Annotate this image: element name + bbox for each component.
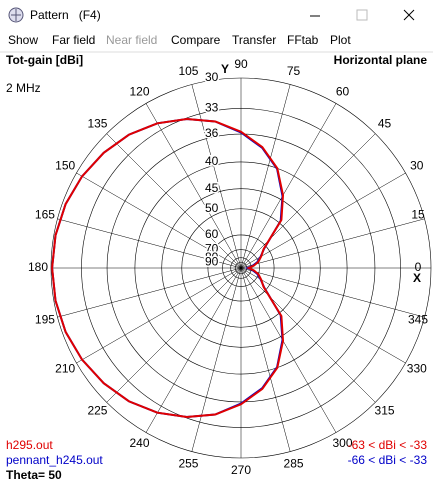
x-axis-label: X [413, 271, 421, 285]
angle-label: 225 [87, 404, 107, 418]
chart-title: Tot-gain [dBi] [6, 53, 83, 67]
ring-label: 90 [205, 254, 219, 268]
ring [181, 208, 301, 328]
angle-label: 135 [87, 117, 107, 131]
ring [50, 77, 432, 459]
ring [207, 234, 275, 302]
title-bar: Pattern (F4) [8, 7, 415, 23]
spoke [240, 267, 291, 452]
spoke [145, 267, 242, 433]
ring [106, 133, 376, 403]
legend-range: -66 < dBi < -33 [348, 453, 428, 467]
spoke [106, 133, 242, 269]
spoke [240, 267, 376, 403]
spoke [57, 218, 242, 269]
ring-label: 40 [205, 154, 219, 168]
spoke [191, 267, 242, 452]
ring [81, 108, 401, 428]
ring [161, 188, 321, 348]
ring-label: 33 [205, 101, 219, 115]
spoke [191, 84, 242, 269]
angle-label: 0 [415, 260, 422, 274]
chart-subtitle: Horizontal plane [334, 53, 428, 67]
legend-entry: pennant_h245.out [6, 453, 103, 467]
spoke [145, 103, 242, 269]
menu-item[interactable]: Transfer [232, 33, 276, 47]
angle-label: 150 [55, 159, 75, 173]
theta-label: Theta= 50 [6, 468, 62, 482]
window-title: Pattern (F4) [30, 8, 101, 22]
angle-label: 30 [410, 159, 424, 173]
ring-label: 30 [205, 70, 219, 84]
ring [222, 249, 260, 287]
menu-item[interactable]: Far field [52, 33, 95, 47]
spoke [240, 267, 406, 364]
ring-label: 36 [205, 126, 219, 140]
menu-item[interactable]: Show [8, 33, 38, 47]
y-axis-label: Y [221, 62, 229, 76]
spoke [240, 267, 425, 318]
angle-label: 180 [28, 260, 48, 274]
ring-label: 45 [205, 181, 219, 195]
angle-label: 75 [287, 64, 301, 78]
maximize-button[interactable] [356, 9, 368, 21]
spoke [106, 267, 242, 403]
spoke [240, 133, 376, 269]
spoke [76, 172, 242, 269]
ring-label: 80 [205, 250, 219, 264]
angle-label: 345 [408, 313, 428, 327]
grid [50, 77, 432, 459]
angle-label: 285 [284, 456, 304, 470]
angle-label: 330 [407, 362, 427, 376]
menu-item[interactable]: Compare [171, 33, 221, 47]
angle-label: 240 [129, 436, 149, 450]
spoke [240, 103, 337, 269]
angle-label: 90 [234, 57, 248, 71]
angle-label: 45 [378, 117, 392, 131]
ring [230, 257, 252, 279]
menu-item[interactable]: Plot [330, 33, 351, 47]
spoke [240, 267, 337, 433]
frequency-label: 2 MHz [6, 81, 41, 95]
angle-label: 270 [231, 463, 251, 477]
spoke [240, 218, 425, 269]
angle-label: 300 [332, 436, 352, 450]
plot: Tot-gain [dBi] Horizontal plane 2 MHz Th… [6, 53, 432, 482]
angle-label: 120 [129, 84, 149, 98]
angle-label: 210 [55, 362, 75, 376]
legend-range: -63 < dBi < -33 [348, 438, 428, 452]
close-button[interactable] [403, 9, 415, 21]
spoke [57, 267, 242, 318]
angle-label: 315 [375, 404, 395, 418]
angle-label: 60 [336, 84, 350, 98]
angle-label: 255 [178, 456, 198, 470]
menu-item[interactable]: FFtab [287, 33, 319, 47]
ring [134, 161, 348, 375]
ring-label: 50 [205, 201, 219, 215]
ring-label: 70 [205, 242, 219, 256]
spoke [240, 172, 406, 269]
angle-label: 195 [35, 313, 55, 327]
angle-label: 105 [178, 64, 198, 78]
angle-label: 165 [35, 208, 55, 222]
spoke [240, 84, 291, 269]
angle-label: 15 [411, 208, 425, 222]
menu-item[interactable]: Near field [106, 33, 157, 47]
spoke [76, 267, 242, 364]
legend-entry: h295.out [6, 438, 53, 452]
ring-label: 60 [205, 227, 219, 241]
menu-bar: Show Far field Near field Compare Transfer FF… [8, 33, 351, 47]
pattern-trace [51, 117, 285, 419]
